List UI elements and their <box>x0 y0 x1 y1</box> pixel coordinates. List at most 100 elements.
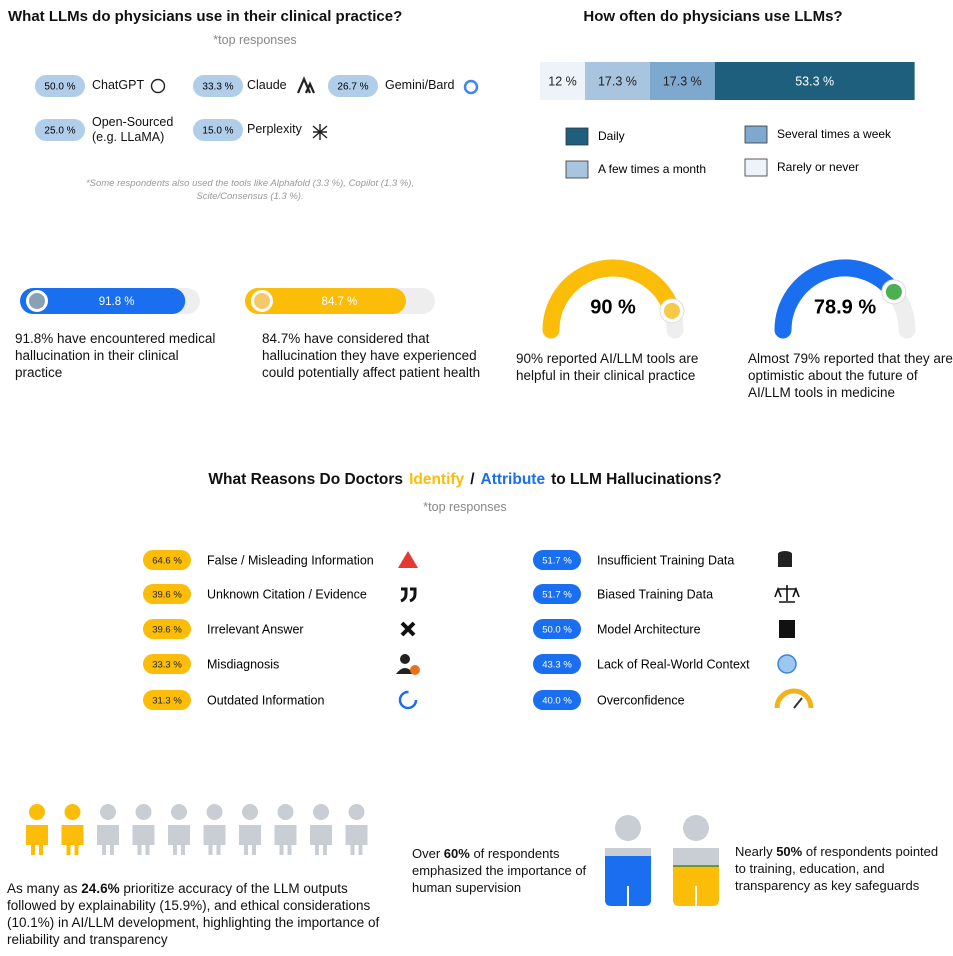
person-head <box>29 804 45 820</box>
pill-label: 31.3 % <box>152 696 182 707</box>
pill-label: 33.3 % <box>152 660 182 671</box>
highlight: 24.6% <box>81 881 119 896</box>
icon-shape <box>779 620 795 638</box>
caption: Almost 79% reported that they are optimi… <box>748 350 953 401</box>
pill-label: 50.0 % <box>44 82 75 93</box>
icon-shape <box>398 551 418 568</box>
icon <box>254 293 270 309</box>
pill-label: 40.0 % <box>542 696 572 707</box>
reason-label: Outdated Information <box>207 693 324 707</box>
section-title: What Reasons Do DoctorsIdentify/Attribut… <box>0 471 930 489</box>
segment-label: 17.3 % <box>598 74 637 88</box>
pill-label: 51.7 % <box>542 556 572 567</box>
highlight: 60% <box>444 846 470 861</box>
pill-label: 15.0 % <box>202 126 233 137</box>
icon-shape <box>777 691 811 708</box>
tool-name: ChatGPT <box>92 78 202 93</box>
icon <box>779 620 795 638</box>
caption: Over 60% of respondents emphasized the i… <box>412 845 602 896</box>
title-part: / <box>470 471 474 488</box>
reason-label: Insufficient Training Data <box>597 553 734 567</box>
text: As many as <box>7 881 78 896</box>
segment-label: 17.3 % <box>663 74 702 88</box>
highlight: 50% <box>776 844 802 859</box>
person-body <box>26 825 48 855</box>
icon <box>400 692 416 708</box>
icon <box>402 623 414 635</box>
caption: As many as 24.6% prioritize accuracy of … <box>7 880 399 948</box>
pill-label: 50.0 % <box>542 625 572 636</box>
segment-label: 12 % <box>548 74 577 88</box>
person-body <box>275 825 297 855</box>
icon <box>777 691 811 708</box>
icon-shape <box>400 692 416 708</box>
icon <box>886 284 902 300</box>
person-body <box>97 825 119 855</box>
icon-shape <box>775 585 799 602</box>
title-part: Attribute <box>481 471 546 488</box>
person-head <box>278 804 294 820</box>
caption: Nearly 50% of respondents pointed to tra… <box>735 843 945 894</box>
reason-label: Misdiagnosis <box>207 657 279 671</box>
text: Over <box>412 846 440 861</box>
legend-swatch <box>745 126 767 143</box>
reason-label: Lack of Real-World Context <box>597 657 750 671</box>
person-head <box>65 804 81 820</box>
person-body <box>133 825 155 855</box>
legend-label: Rarely or never <box>777 160 859 174</box>
icon-shape <box>402 623 414 635</box>
icon-shape <box>778 655 796 673</box>
tool-name: Claude <box>247 78 357 93</box>
tool-name: Perplexity <box>247 122 357 137</box>
icon <box>778 655 796 673</box>
text: Nearly <box>735 844 773 859</box>
legend-label: Several times a week <box>777 127 892 141</box>
note: *Some respondents also used the tools li… <box>50 177 450 203</box>
pill-label: 51.7 % <box>542 590 572 601</box>
bar-label: 91.8 % <box>99 296 135 308</box>
icon <box>775 585 799 602</box>
section-title: What LLMs do physicians use in their cli… <box>8 8 402 25</box>
legend-swatch <box>566 128 588 145</box>
reason-label: False / Misleading Information <box>207 553 374 567</box>
person-head <box>313 804 329 820</box>
pill-label: 39.6 % <box>152 590 182 601</box>
section-title: How often do physicians use LLMs? <box>520 8 906 25</box>
reason-label: Irrelevant Answer <box>207 622 304 636</box>
person-body <box>310 825 332 855</box>
reason-label: Biased Training Data <box>597 587 713 601</box>
title-part: What Reasons Do Doctors <box>208 471 403 488</box>
person-head <box>349 804 365 820</box>
person-head <box>171 804 187 820</box>
reason-label: Unknown Citation / Evidence <box>207 587 367 601</box>
legend-swatch <box>745 159 767 176</box>
icon-shape <box>401 589 415 601</box>
legend-label: A few times a month <box>598 162 706 176</box>
person-body <box>204 825 226 855</box>
reason-label: Model Architecture <box>597 622 701 636</box>
bar-label: 84.7 % <box>322 296 358 308</box>
gauge-label: 78.9 % <box>814 296 876 318</box>
tool-name: Open-Sourced (e.g. LLaMA) <box>92 115 184 145</box>
pill-label: 64.6 % <box>152 556 182 567</box>
icon <box>398 551 418 568</box>
person-body <box>346 825 368 855</box>
person-body <box>168 825 190 855</box>
caption: 90% reported AI/LLM tools are helpful in… <box>516 350 731 384</box>
legend-label: Daily <box>598 129 625 143</box>
tool-name: Gemini/Bard <box>385 78 495 93</box>
pill-label: 39.6 % <box>152 625 182 636</box>
pill-label: 43.3 % <box>542 660 572 671</box>
caption: 84.7% have considered that hallucination… <box>262 330 497 381</box>
icon <box>664 303 680 319</box>
person-head <box>207 804 223 820</box>
icon-shape <box>400 654 410 664</box>
segment-label: 53.3 % <box>795 74 834 88</box>
infographic: 50.0 %33.3 %26.7 %25.0 %15.0 %12 %17.3 %… <box>0 0 953 956</box>
reason-label: Overconfidence <box>597 693 685 707</box>
pill-label: 25.0 % <box>44 126 75 137</box>
caption: 91.8% have encountered medical hallucina… <box>15 330 220 381</box>
pill-label: 33.3 % <box>202 82 233 93</box>
person-head <box>615 815 641 841</box>
person-head <box>242 804 258 820</box>
